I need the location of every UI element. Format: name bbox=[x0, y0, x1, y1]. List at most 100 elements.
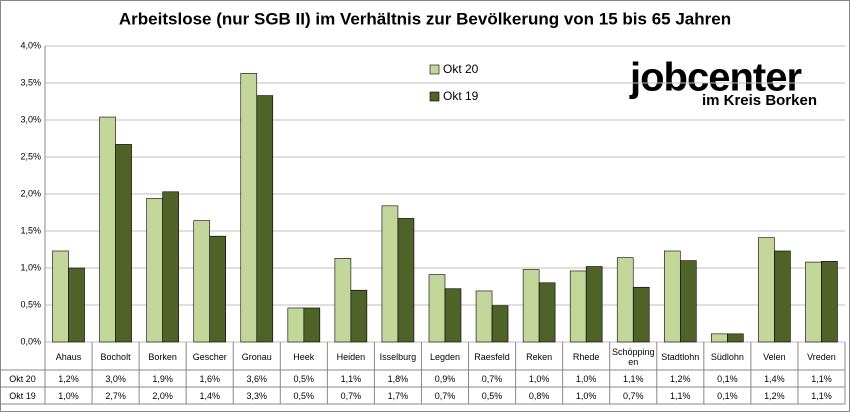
chart-title: Arbeitslose (nur SGB II) im Verhältnis z… bbox=[119, 9, 731, 28]
table-value: 3,0% bbox=[105, 373, 126, 384]
table-value: 1,1% bbox=[811, 390, 832, 401]
bar bbox=[616, 257, 634, 343]
table-value: 1,7% bbox=[387, 390, 409, 401]
y-tick-label: 4,0% bbox=[20, 40, 41, 50]
x-tick-label: Heiden bbox=[336, 351, 366, 362]
y-tick-label: 2,0% bbox=[20, 188, 41, 198]
x-tick-label: Rhede bbox=[572, 351, 600, 362]
bar bbox=[632, 286, 650, 343]
table-value: 1,1% bbox=[340, 373, 362, 384]
logo-text: jobcenter bbox=[629, 56, 801, 100]
y-tick-label: 0,5% bbox=[20, 299, 41, 309]
bar bbox=[475, 290, 493, 343]
x-tick-label: Velen bbox=[763, 351, 786, 362]
bar bbox=[256, 95, 274, 343]
bar bbox=[52, 250, 69, 343]
bar bbox=[538, 282, 556, 343]
table-value: 3,3% bbox=[246, 390, 268, 401]
bar bbox=[711, 333, 728, 343]
table-value: 2,0% bbox=[152, 390, 173, 401]
table-value: 1,9% bbox=[152, 373, 173, 384]
bar bbox=[522, 269, 540, 343]
table-value: 0,9% bbox=[434, 373, 456, 384]
bar bbox=[727, 333, 744, 343]
table-value: 1,1% bbox=[670, 390, 691, 401]
bar bbox=[397, 218, 415, 343]
table-series-name: Okt 20 bbox=[9, 373, 36, 384]
legend-label: Okt 20 bbox=[443, 62, 479, 76]
table-value: 1,1% bbox=[622, 373, 644, 384]
bar bbox=[663, 250, 681, 343]
table-value: 1,0% bbox=[575, 373, 597, 384]
table-value: 1,4% bbox=[199, 390, 220, 401]
x-tick-label: Reken bbox=[526, 351, 553, 362]
x-tick-label: Schöppingen bbox=[611, 346, 655, 367]
table-value: 3,6% bbox=[246, 373, 268, 384]
table-value: 1,8% bbox=[387, 373, 409, 384]
bar bbox=[491, 305, 509, 343]
table-value: 0,5% bbox=[481, 390, 503, 401]
x-tick-label: Raesfeld bbox=[474, 351, 510, 362]
bar bbox=[821, 261, 838, 343]
bar bbox=[679, 260, 697, 343]
logo-subtitle: im Kreis Borken bbox=[702, 92, 817, 109]
y-tick-label: 3,0% bbox=[20, 114, 41, 124]
y-tick-label: 2,5% bbox=[20, 151, 41, 161]
x-tick-label: Isselburg bbox=[379, 351, 417, 362]
bar bbox=[774, 250, 791, 343]
bar bbox=[569, 270, 587, 343]
x-tick-label: Heek bbox=[293, 351, 315, 362]
table-value: 0,7% bbox=[622, 390, 644, 401]
bar bbox=[350, 289, 368, 343]
y-tick-label: 3,5% bbox=[20, 77, 41, 87]
bar bbox=[381, 205, 399, 343]
bar bbox=[68, 267, 85, 343]
x-tick-label: Vreden bbox=[807, 351, 836, 362]
table-value: 1,6% bbox=[199, 373, 220, 384]
bar bbox=[444, 288, 462, 343]
table-value: 1,2% bbox=[764, 390, 785, 401]
table-value: 0,7% bbox=[481, 373, 503, 384]
bar bbox=[240, 73, 258, 343]
table-value: 0,1% bbox=[717, 390, 738, 401]
bar bbox=[805, 261, 822, 343]
x-tick-label: Legden bbox=[429, 351, 461, 362]
x-tick-label: Borken bbox=[148, 351, 177, 362]
x-tick-label: Gescher bbox=[192, 351, 227, 362]
table-value: 0,7% bbox=[434, 390, 456, 401]
table-value: 1,4% bbox=[764, 373, 785, 384]
bar bbox=[334, 258, 352, 343]
bar bbox=[428, 274, 446, 343]
legend-label: Okt 19 bbox=[443, 89, 479, 103]
table-value: 1,1% bbox=[811, 373, 832, 384]
table-value: 1,0% bbox=[528, 373, 550, 384]
bar bbox=[287, 307, 305, 343]
x-tick-label: Bocholt bbox=[100, 351, 131, 362]
table-value: 0,7% bbox=[340, 390, 362, 401]
table-value: 2,7% bbox=[105, 390, 126, 401]
x-tick-label: Ahaus bbox=[55, 351, 82, 362]
y-tick-label: 0,0% bbox=[20, 336, 41, 346]
bar bbox=[99, 116, 116, 343]
table-value: 1,0% bbox=[58, 390, 79, 401]
bar bbox=[303, 307, 321, 343]
table-value: 0,1% bbox=[717, 373, 738, 384]
table-value: 1,0% bbox=[575, 390, 597, 401]
bar bbox=[209, 235, 227, 343]
bar bbox=[162, 191, 179, 343]
legend-swatch bbox=[429, 64, 440, 75]
y-tick-label: 1,5% bbox=[20, 225, 41, 235]
table-value: 0,8% bbox=[528, 390, 550, 401]
table-value: 1,2% bbox=[670, 373, 691, 384]
table-value: 1,2% bbox=[58, 373, 79, 384]
x-tick-label: Südlohn bbox=[710, 351, 744, 362]
table-series-name: Okt 19 bbox=[9, 390, 36, 401]
x-tick-label: Gronau bbox=[241, 351, 272, 362]
legend-swatch bbox=[429, 91, 440, 102]
table-value: 0,5% bbox=[293, 373, 315, 384]
bar bbox=[585, 266, 603, 343]
y-tick-label: 1,0% bbox=[20, 262, 41, 272]
table-value: 0,5% bbox=[293, 390, 315, 401]
